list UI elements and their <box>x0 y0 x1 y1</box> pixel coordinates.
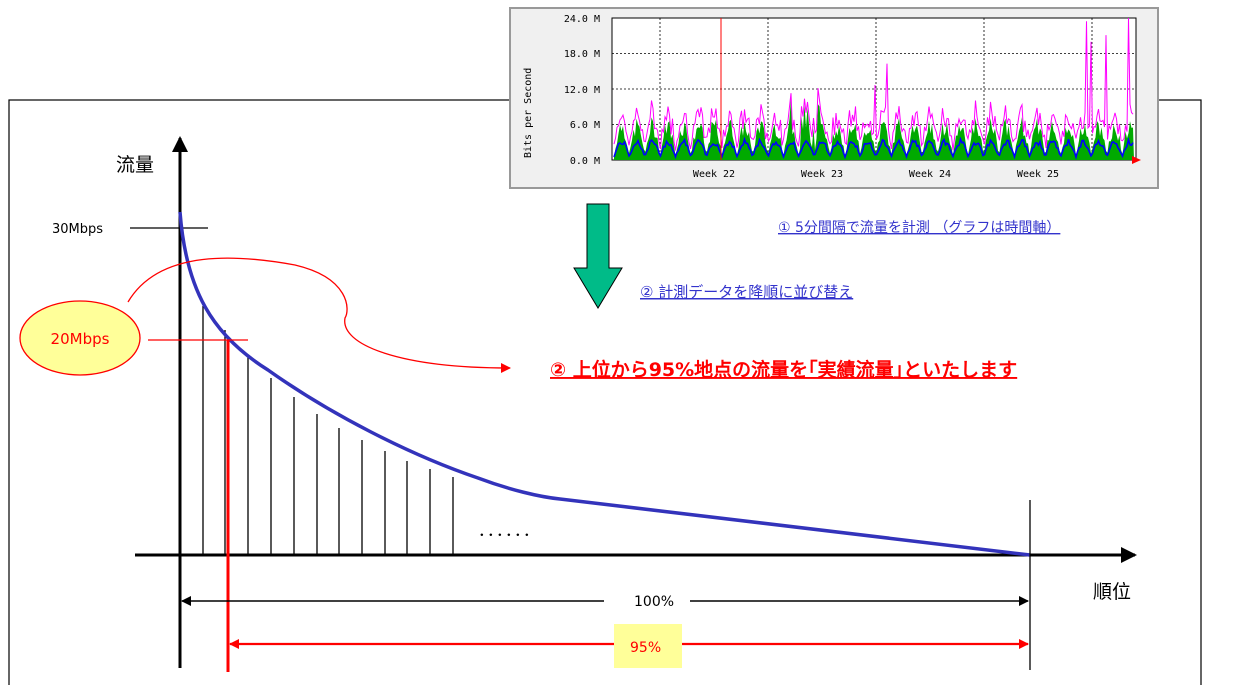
mrtg-ytick: 0.0 M <box>570 156 600 167</box>
full-range-label: 100% <box>634 594 674 610</box>
peak-label: 30Mbps <box>52 222 103 237</box>
mrtg-ytick: 24.0 M <box>564 14 600 25</box>
mrtg-traffic-avg <box>613 136 1134 160</box>
step2-text: ② 計測データを降順に並び替え <box>640 283 853 301</box>
percentile-label-box <box>614 624 682 668</box>
marker-label: 20Mbps <box>51 330 110 348</box>
mrtg-graph: 24.0 M 18.0 M 12.0 M 6.0 M 0.0 M Week 22… <box>509 7 1159 189</box>
mrtg-ylabel: Bits per Second <box>523 68 534 158</box>
sample-bars <box>202 306 454 555</box>
y-axis-label: 流量 <box>116 154 154 176</box>
mrtg-xtick: Week 23 <box>801 169 843 180</box>
mrtg-ytick: 6.0 M <box>570 120 600 131</box>
mrtg-traffic-max <box>613 17 1134 151</box>
step1-text: ① 5分間隔で流量を計測 （グラフは時間軸） <box>778 220 1060 236</box>
step3-text: ② 上位から95%地点の流量を｢実績流量｣といたします <box>550 358 1017 381</box>
mrtg-xtick: Week 24 <box>909 169 951 180</box>
mrtg-xtick: Week 25 <box>1017 169 1059 180</box>
mrtg-ytick: 12.0 M <box>564 85 600 96</box>
mrtg-axis-arrow <box>1132 156 1141 164</box>
callout-connector <box>127 257 511 373</box>
percentile-label: 95% <box>630 640 661 656</box>
mrtg-xtick: Week 22 <box>693 169 735 180</box>
sorted-flow-curve <box>178 211 1031 557</box>
x-axis-label: 順位 <box>1093 581 1131 603</box>
ellipsis: ．．．．．． <box>478 521 540 540</box>
mrtg-ytick: 18.0 M <box>564 49 600 60</box>
marker-oval <box>19 300 141 376</box>
green-down-arrow <box>573 203 623 309</box>
